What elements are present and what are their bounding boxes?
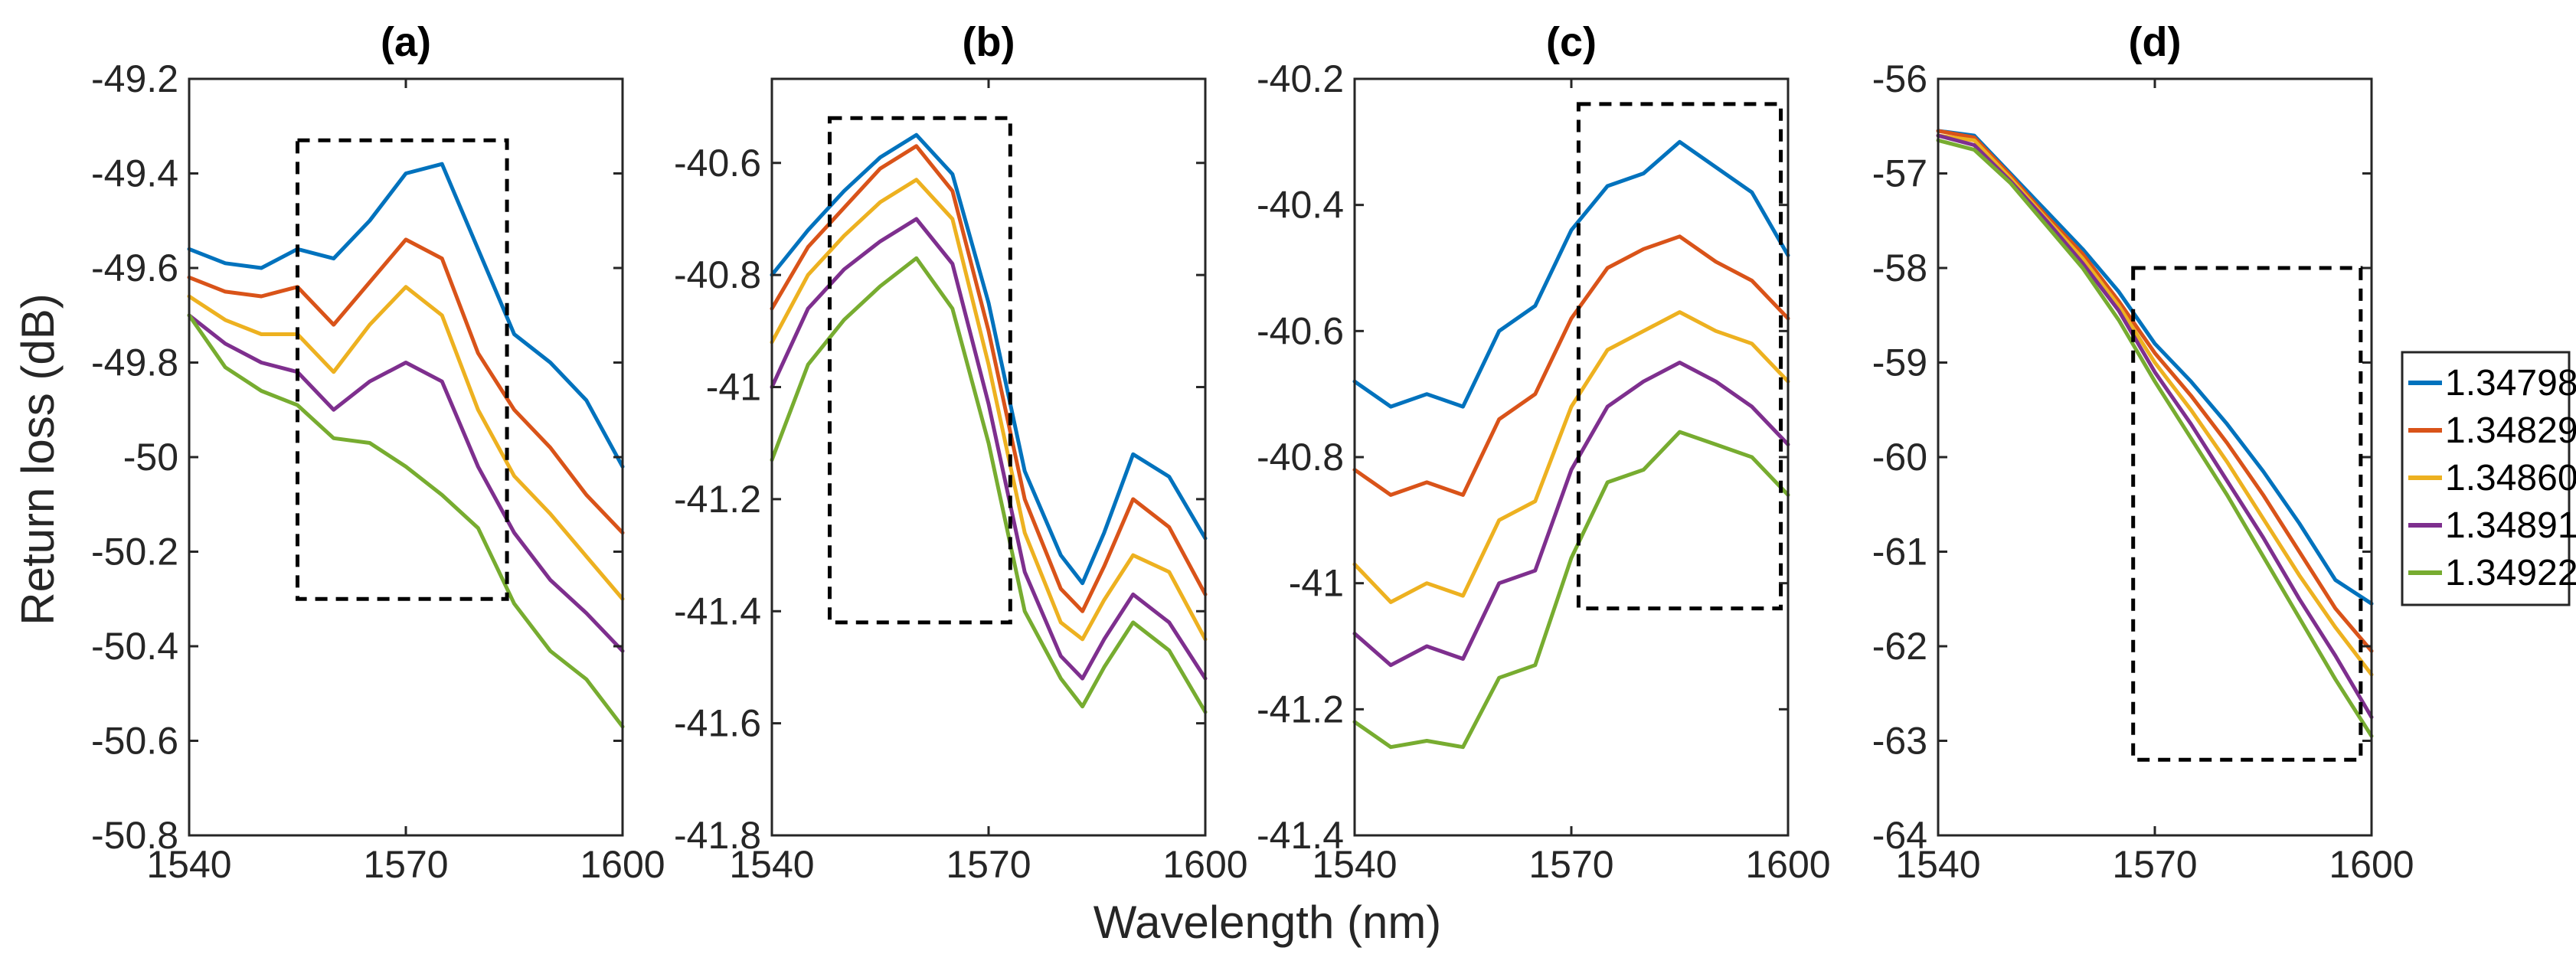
series-line-1.34860 — [1936, 133, 2374, 677]
x-tick-label: 1600 — [1745, 843, 1830, 886]
dashed-highlight-box — [1576, 102, 1783, 611]
series-line-1.34922 — [1352, 430, 1790, 750]
y-tick-label: -41.2 — [674, 478, 761, 521]
series-line-1.34860 — [1352, 310, 1790, 604]
x-tick-label: 1600 — [1162, 843, 1247, 886]
y-tick-label: -64 — [1872, 814, 1927, 857]
y-tick-label: -41.6 — [674, 702, 761, 745]
series-line-1.34829 — [770, 144, 1208, 613]
y-tick-label: -41 — [1289, 562, 1344, 605]
x-tick-label: 1570 — [1528, 843, 1613, 886]
y-tick-label: -41.2 — [1257, 688, 1344, 730]
legend-item: 1.34860 — [2408, 458, 2576, 498]
x-tick-label: 1570 — [363, 843, 448, 886]
y-tick-label: -41.4 — [1257, 814, 1344, 857]
x-tick-label: 1570 — [946, 843, 1031, 886]
dashed-highlight-box — [827, 116, 1012, 625]
y-tick-label: -58 — [1872, 247, 1927, 289]
legend-label: 1.34798 — [2445, 363, 2576, 404]
panel-title: (a) — [381, 19, 431, 65]
legend-item: 1.34829 — [2408, 410, 2576, 451]
series-line-1.34922 — [187, 313, 625, 729]
axes-frame — [1937, 77, 2373, 837]
x-tick-label: 1540 — [146, 843, 231, 886]
series-line-1.34798 — [1936, 129, 2374, 606]
x-tick-label: 1540 — [1895, 843, 1980, 886]
panel-3: 1540 1570 1600 -56 -57 -58 -59 -60 -61 -62 -63 -64 (… — [1872, 19, 2414, 886]
legend-item: 1.34922 — [2408, 553, 2576, 593]
series-line-1.34829 — [1936, 129, 2374, 653]
series-line-1.34860 — [187, 285, 625, 601]
series-line-1.34829 — [1352, 234, 1790, 497]
y-tick-label: -50 — [123, 436, 178, 479]
legend: 1.34798 1.34829 1.34860 1.34891 1.34922 — [2401, 351, 2576, 606]
legend-label: 1.34891 — [2445, 505, 2576, 546]
y-tick-label: -50.6 — [91, 720, 178, 763]
y-tick-label: -57 — [1872, 152, 1927, 195]
y-tick-label: -50.2 — [91, 531, 178, 573]
y-tick-label: -40.2 — [1257, 57, 1344, 100]
panel-title: (d) — [2129, 19, 2182, 65]
y-tick-label: -49.2 — [91, 57, 178, 100]
series-line-1.34922 — [1936, 138, 2374, 738]
x-axis-label: Wavelength (nm) — [1093, 897, 1442, 948]
panel-1: 1540 1570 1600 -40.6 -40.8 -41 -41.2 -41.4 -41.6… — [674, 19, 1248, 886]
x-tick-label: 1600 — [2329, 843, 2414, 886]
y-tick-label: -40.6 — [674, 142, 761, 185]
y-tick-label: -61 — [1872, 531, 1927, 573]
legend-label: 1.34860 — [2445, 458, 2576, 498]
panel-2: 1540 1570 1600 -40.2 -40.4 -40.6 -40.8 -41 -41.2… — [1257, 19, 1831, 886]
y-tick-label: -40.8 — [1257, 436, 1344, 479]
y-tick-label: -63 — [1872, 720, 1927, 763]
x-tick-label: 1540 — [729, 843, 814, 886]
x-tick-label: 1570 — [2112, 843, 2197, 886]
dashed-highlight-box — [2131, 266, 2363, 762]
x-tick-label: 1600 — [580, 843, 665, 886]
y-tick-label: -56 — [1872, 57, 1927, 100]
series-line-1.34891 — [770, 217, 1208, 681]
y-tick-label: -49.6 — [91, 247, 178, 289]
y-tick-label: -62 — [1872, 625, 1927, 668]
legend-label: 1.34922 — [2445, 553, 2576, 593]
dashed-highlight-box — [296, 138, 509, 601]
y-tick-label: -41 — [706, 366, 761, 409]
y-tick-label: -40.8 — [674, 253, 761, 296]
series-line-1.34891 — [187, 313, 625, 653]
legend-item: 1.34891 — [2408, 505, 2576, 546]
y-tick-label: -41.4 — [674, 590, 761, 632]
panel-0: 1540 1570 1600 -49.2 -49.4 -49.6 -49.8 -50 -50.2… — [91, 19, 665, 886]
series-line-1.34891 — [1352, 361, 1790, 668]
panels: 1540 1570 1600 -49.2 -49.4 -49.6 -49.8 -50 -50.2… — [91, 19, 2414, 886]
y-tick-label: -49.4 — [91, 152, 178, 195]
series-line-1.34922 — [770, 256, 1208, 714]
y-tick-label: -60 — [1872, 436, 1927, 479]
series-line-1.34798 — [770, 132, 1208, 586]
series-line-1.34798 — [187, 162, 625, 469]
axes-frame — [1353, 77, 1790, 837]
x-tick-label: 1540 — [1312, 843, 1397, 886]
series-line-1.34860 — [770, 178, 1208, 642]
y-tick-label: -50.4 — [91, 625, 178, 668]
y-tick-label: -49.8 — [91, 341, 178, 384]
y-tick-label: -40.4 — [1257, 184, 1344, 227]
y-tick-label: -59 — [1872, 341, 1927, 384]
legend-item: 1.34798 — [2408, 363, 2576, 404]
y-axis-label: Return loss (dB) — [12, 293, 64, 625]
legend-label: 1.34829 — [2445, 410, 2576, 451]
y-tick-label: -40.6 — [1257, 309, 1344, 352]
series-line-1.34798 — [1352, 139, 1790, 409]
series-line-1.34829 — [187, 237, 625, 535]
panel-title: (b) — [963, 19, 1015, 65]
y-tick-label: -50.8 — [91, 814, 178, 857]
panel-title: (c) — [1546, 19, 1597, 65]
y-tick-label: -41.8 — [674, 814, 761, 857]
